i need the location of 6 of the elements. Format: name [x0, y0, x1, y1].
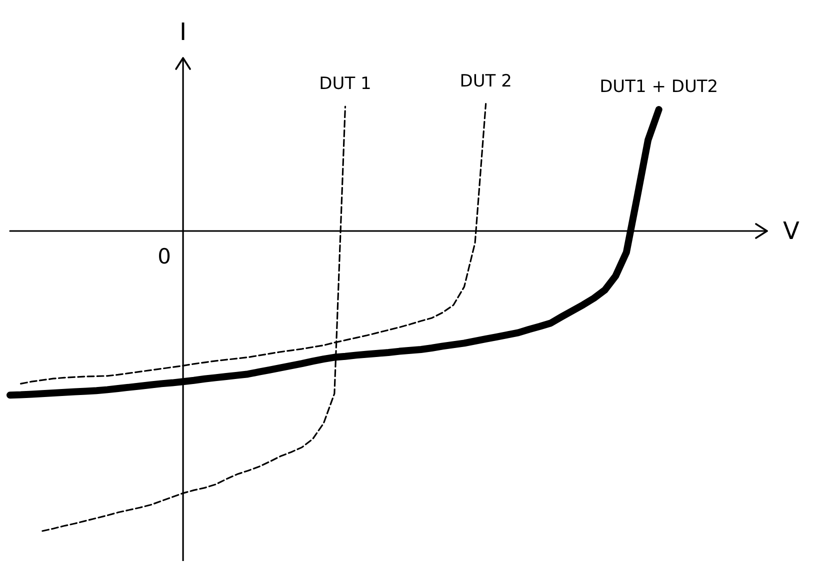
series-label: DUT1 + DUT2 — [600, 76, 718, 97]
series-label: DUT 2 — [460, 71, 512, 92]
x-axis-title: V — [783, 216, 800, 245]
annotation: 0 — [158, 244, 172, 268]
series-label: DUT 1 — [319, 74, 372, 94]
y-axis-title: I — [180, 18, 187, 46]
